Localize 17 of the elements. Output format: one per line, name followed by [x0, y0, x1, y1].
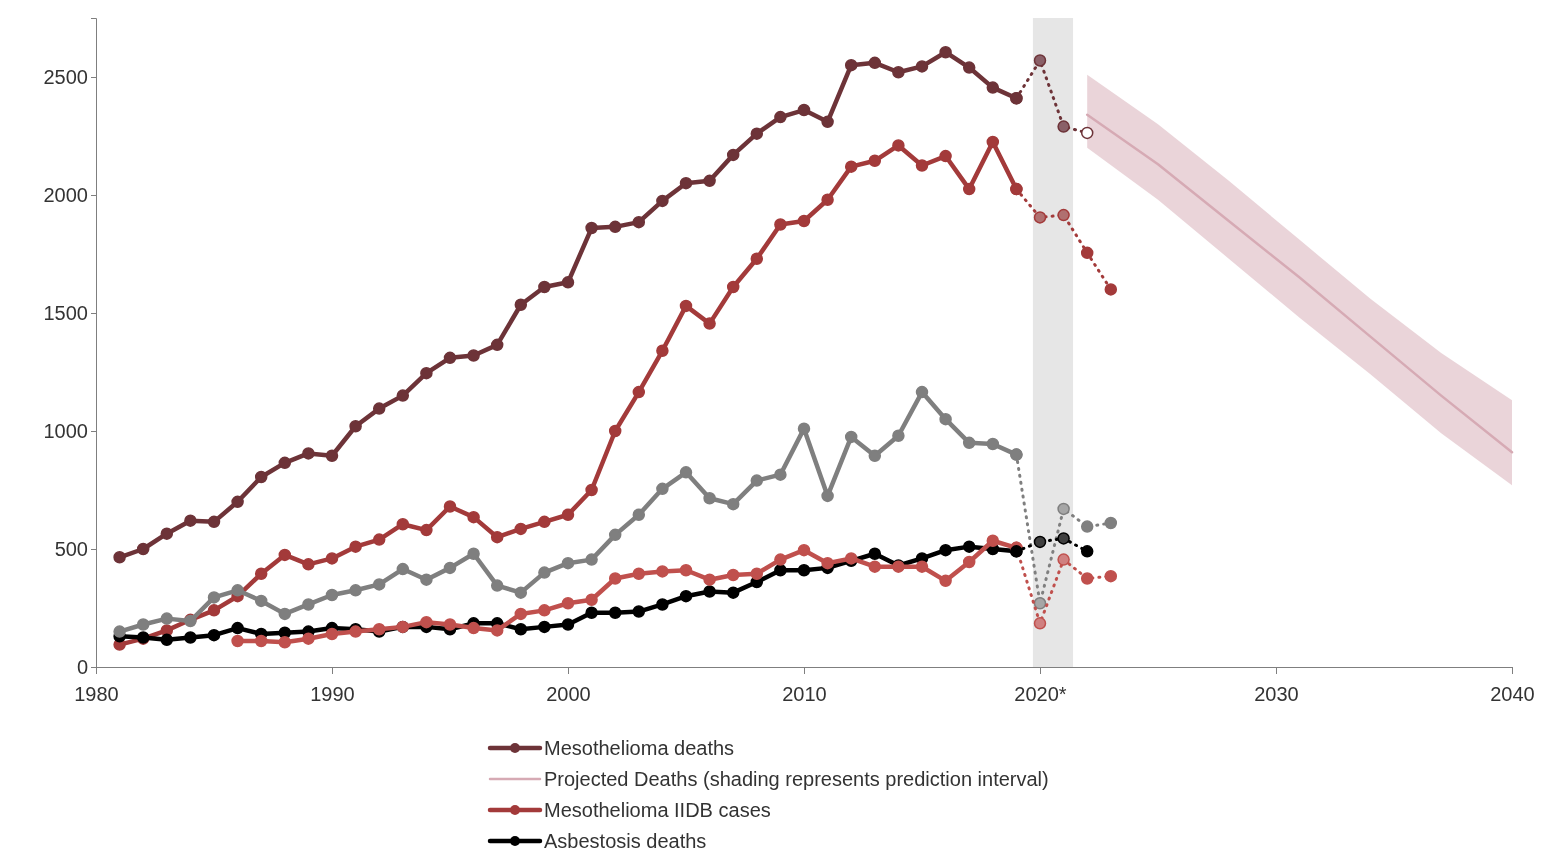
x-tick-label: 1990: [310, 683, 355, 705]
y-tick-label: 1000: [43, 419, 88, 442]
x-tick-label: 1980: [74, 683, 119, 705]
x-tick-label: 2040: [1490, 683, 1535, 705]
y-tick-label: 1500: [43, 301, 88, 324]
x-tick-label: 2010: [782, 683, 827, 705]
legend-label: Asbestosis deaths: [544, 830, 707, 852]
legend-label: Mesothelioma IIDB cases: [544, 799, 771, 821]
legend-label: Mesothelioma deaths: [544, 737, 735, 759]
y-tick-label: 2500: [43, 65, 88, 88]
y-tick-label: 500: [54, 537, 88, 560]
x-tick-label: 2000: [546, 683, 591, 705]
y-tick-label: 2000: [43, 183, 88, 206]
y-tick-label: 0: [76, 655, 88, 678]
x-tick-label: 2030: [1254, 683, 1299, 705]
x-tick-label: 2020*: [1014, 683, 1067, 705]
legend-label: Projected Deaths (shading represents prediction interval): [544, 768, 1049, 790]
